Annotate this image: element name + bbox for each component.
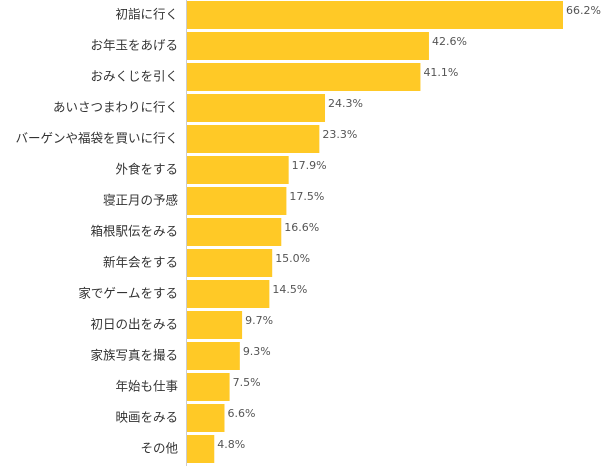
bar bbox=[187, 125, 320, 153]
category-label: 寝正月の予感 bbox=[103, 193, 178, 208]
category-label: お年玉をあげる bbox=[90, 38, 178, 53]
category-label: その他 bbox=[140, 441, 178, 456]
value-label: 66.2% bbox=[566, 4, 601, 17]
bar bbox=[187, 63, 421, 91]
bar bbox=[187, 218, 282, 246]
bar bbox=[187, 342, 240, 370]
value-label: 15.0% bbox=[275, 252, 310, 265]
category-label: あいさつまわりに行く bbox=[53, 100, 178, 115]
value-label: 41.1% bbox=[423, 66, 458, 79]
category-label: 映画をみる bbox=[115, 410, 178, 425]
category-label: 初詣に行く bbox=[115, 7, 178, 22]
category-label: おみくじを引く bbox=[90, 69, 178, 84]
category-label: バーゲンや福袋を買いに行く bbox=[15, 131, 178, 146]
bar bbox=[187, 187, 287, 215]
value-label: 7.5% bbox=[233, 376, 261, 389]
bar bbox=[187, 32, 429, 60]
bar bbox=[187, 94, 326, 122]
value-label: 42.6% bbox=[432, 35, 467, 48]
value-label: 17.5% bbox=[289, 190, 324, 203]
bar bbox=[187, 311, 243, 339]
value-label: 17.9% bbox=[292, 159, 327, 172]
bar bbox=[187, 1, 563, 29]
value-label: 9.7% bbox=[245, 314, 273, 327]
bar bbox=[187, 249, 273, 277]
value-label: 24.3% bbox=[328, 97, 363, 110]
bar bbox=[187, 156, 289, 184]
value-label: 14.5% bbox=[272, 283, 307, 296]
category-label: 家でゲームをする bbox=[78, 286, 178, 301]
bar bbox=[187, 404, 225, 432]
value-label: 23.3% bbox=[322, 128, 357, 141]
category-label: 外食をする bbox=[115, 162, 178, 177]
category-label: 家族写真を撮る bbox=[90, 348, 178, 363]
bar bbox=[187, 435, 215, 463]
value-label: 4.8% bbox=[217, 438, 245, 451]
category-label: 年始も仕事 bbox=[115, 379, 178, 394]
value-label: 6.6% bbox=[227, 407, 255, 420]
value-label: 16.6% bbox=[284, 221, 319, 234]
bar bbox=[187, 280, 270, 308]
category-label: 箱根駅伝をみる bbox=[90, 224, 178, 239]
value-label: 9.3% bbox=[243, 345, 271, 358]
category-label: 初日の出をみる bbox=[90, 317, 178, 332]
category-label: 新年会をする bbox=[103, 255, 178, 270]
bar bbox=[187, 373, 230, 401]
